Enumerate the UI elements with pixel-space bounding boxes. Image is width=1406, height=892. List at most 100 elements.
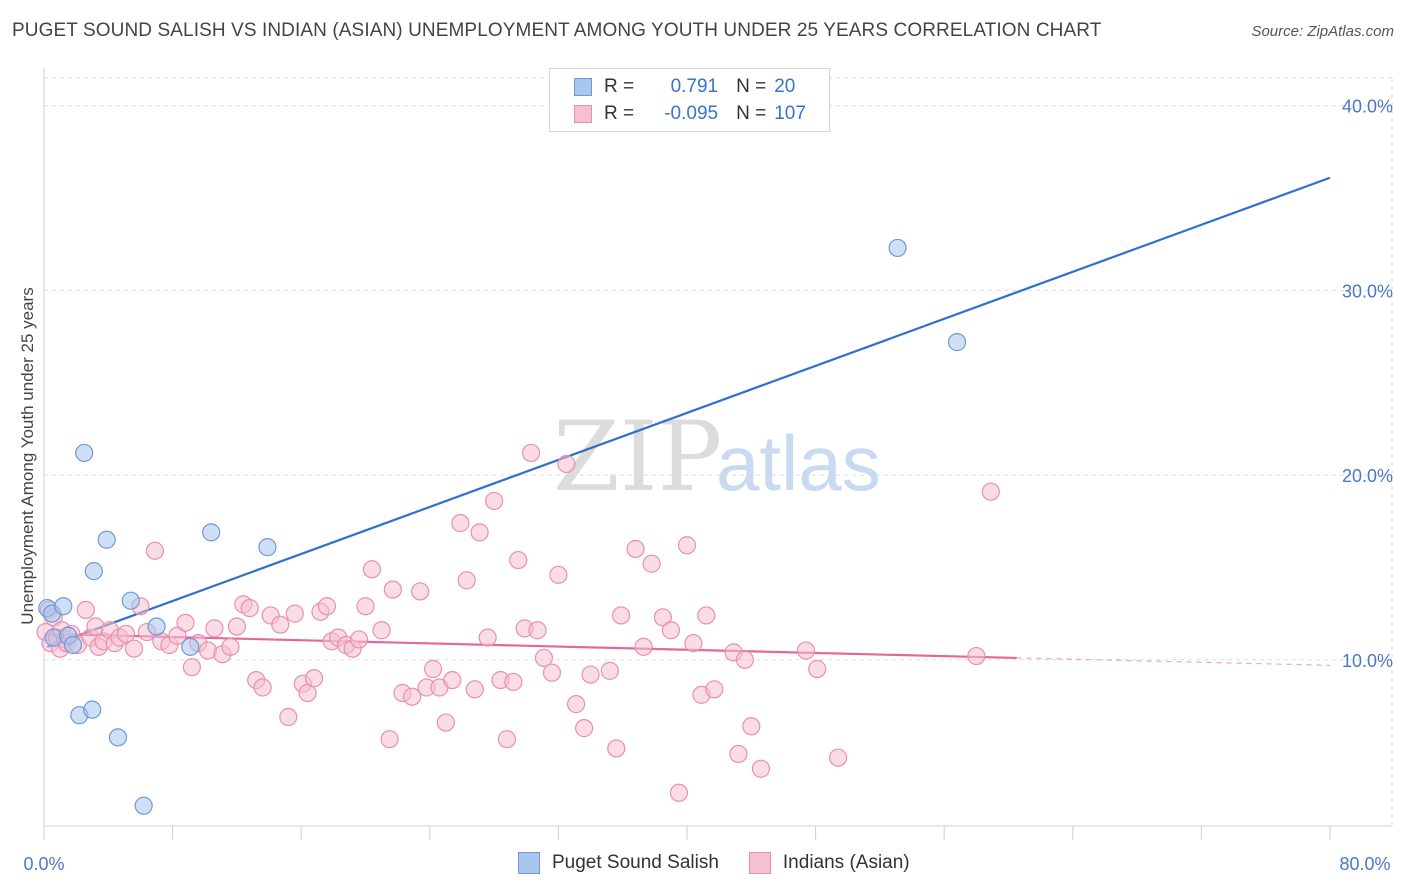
point-indians	[176, 613, 195, 632]
watermark-zip: ZIP	[553, 401, 722, 513]
point-indians	[76, 600, 95, 620]
point-indians	[653, 608, 672, 627]
point-indians	[829, 748, 848, 767]
point-indians	[182, 658, 201, 677]
trend-lines	[46, 176, 1331, 666]
legend-n-label: N =	[736, 103, 767, 124]
legend-item-puget[interactable]: Puget Sound Salish	[518, 852, 719, 874]
point-puget	[54, 597, 73, 616]
legend-n-value: 20	[774, 76, 796, 97]
point-puget	[108, 728, 128, 747]
point-indians	[457, 571, 476, 590]
point-puget	[258, 538, 277, 557]
point-indians	[271, 615, 290, 634]
legend-label-indians: Indians (Asian)	[782, 852, 910, 873]
y-tick-label: 10.0%	[1342, 651, 1393, 671]
point-indians	[116, 624, 136, 644]
point-indians	[669, 783, 689, 802]
point-indians	[168, 626, 187, 645]
legend-r-value: 0.791	[670, 76, 719, 97]
point-indians	[581, 665, 600, 684]
point-indians	[796, 641, 816, 660]
point-indians	[634, 637, 653, 656]
scatter-points	[36, 238, 1000, 815]
y-tick-label: 40.0%	[1342, 97, 1393, 117]
point-indians	[705, 680, 724, 699]
point-indians	[411, 582, 430, 601]
legend-r-label: R =	[604, 103, 635, 124]
legend-swatch-blue	[518, 852, 540, 874]
grid-lines	[44, 77, 1392, 661]
point-puget	[134, 796, 153, 815]
axis-labels: 10.0% 20.0% 30.0% 40.0% 0.0% 80.0% Unemploymen…	[18, 97, 1393, 874]
point-indians	[497, 730, 517, 749]
point-indians	[742, 717, 761, 736]
point-puget	[63, 635, 83, 655]
point-indians	[528, 621, 547, 640]
y-tick-label: 20.0%	[1342, 466, 1393, 486]
point-indians	[521, 443, 541, 463]
point-indians	[967, 646, 986, 666]
trend-line-puget	[46, 176, 1331, 648]
point-indians	[451, 514, 470, 533]
point-indians	[661, 621, 681, 640]
watermark-atlas: atlas	[716, 419, 881, 507]
point-indians	[383, 580, 402, 599]
y-tick-label: 30.0%	[1342, 281, 1393, 301]
point-indians	[470, 523, 489, 542]
point-indians	[557, 454, 576, 474]
point-indians	[279, 707, 298, 727]
point-puget	[75, 443, 94, 463]
point-indians	[317, 597, 337, 616]
point-indians	[729, 744, 748, 764]
legend-n-label: N =	[736, 76, 767, 97]
point-indians	[751, 759, 771, 778]
source-label: Source: ZipAtlas.com	[1251, 23, 1394, 40]
point-indians	[549, 565, 568, 584]
point-indians	[697, 606, 716, 625]
point-indians	[124, 639, 144, 658]
chart-title: PUGET SOUND SALISH VS INDIAN (ASIAN) UNE…	[12, 20, 1102, 41]
x-tick-label: 80.0%	[1339, 854, 1390, 874]
legend-r-value: -0.095	[664, 103, 719, 124]
point-indians	[221, 637, 240, 656]
point-puget	[947, 333, 967, 352]
watermark: ZIP atlas	[553, 401, 881, 513]
legend-swatch-blue	[574, 78, 592, 96]
point-indians	[485, 491, 504, 511]
point-puget	[147, 617, 166, 636]
point-indians	[403, 687, 422, 706]
legend-row-indians: R = -0.095 N = 107	[574, 102, 806, 126]
point-indians	[240, 598, 259, 618]
point-puget	[181, 637, 200, 656]
point-indians	[607, 739, 626, 758]
point-indians	[380, 730, 399, 749]
point-indians	[372, 621, 391, 640]
point-indians	[205, 619, 224, 638]
point-indians	[509, 550, 528, 570]
point-indians	[304, 669, 324, 688]
point-indians	[566, 695, 586, 714]
point-indians	[677, 536, 697, 555]
point-indians	[465, 680, 484, 699]
point-puget	[888, 238, 907, 258]
legend-item-indians[interactable]: Indians (Asian)	[748, 852, 910, 874]
x-tick-label: 0.0%	[23, 854, 64, 874]
legend-swatch-pink	[574, 105, 592, 123]
series-legend: Puget Sound Salish Indians (Asian)	[518, 852, 940, 874]
point-puget	[121, 591, 140, 610]
point-indians	[436, 713, 455, 732]
point-indians	[285, 604, 304, 623]
point-indians	[356, 597, 375, 616]
point-indians	[542, 663, 562, 682]
legend-r-label: R =	[604, 76, 635, 97]
point-puget	[97, 530, 116, 549]
point-puget	[83, 700, 102, 719]
trend-line-indians	[47, 632, 1017, 660]
point-indians	[253, 678, 272, 697]
point-puget	[202, 523, 221, 542]
point-puget	[84, 562, 103, 581]
point-indians	[478, 628, 497, 647]
point-indians	[227, 617, 246, 636]
